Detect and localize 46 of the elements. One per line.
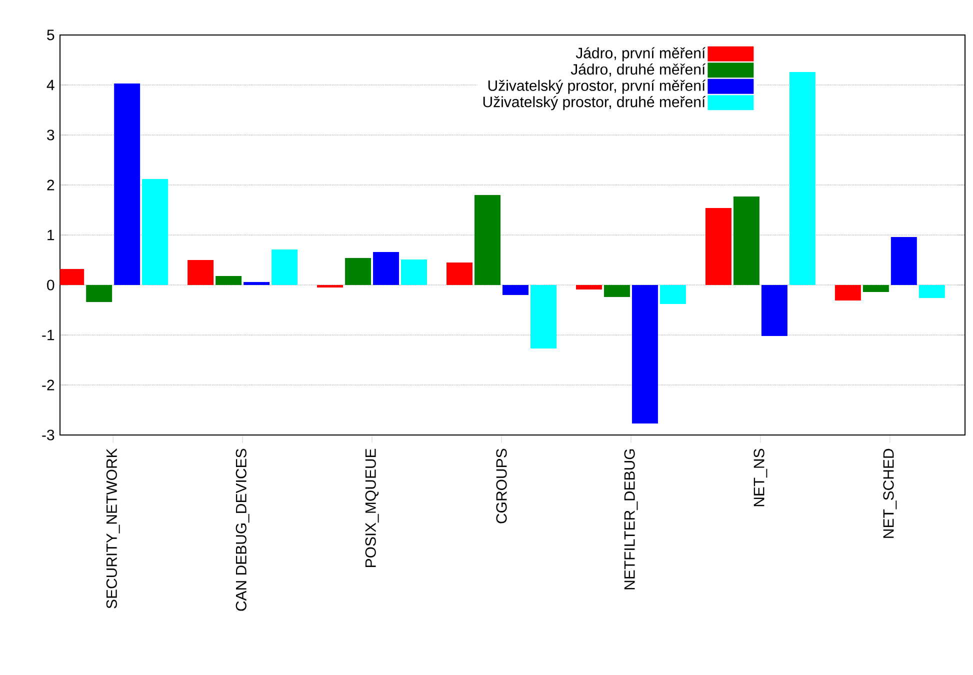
bar bbox=[86, 285, 112, 302]
bar bbox=[632, 285, 658, 424]
bar bbox=[705, 208, 732, 285]
bar bbox=[244, 282, 270, 285]
bar bbox=[446, 262, 473, 285]
bar bbox=[474, 195, 501, 285]
bar bbox=[216, 276, 242, 285]
legend-label: Jádro, druhé měření bbox=[570, 63, 706, 76]
bar bbox=[862, 285, 889, 292]
bar bbox=[604, 285, 630, 297]
bar bbox=[188, 260, 214, 285]
bar bbox=[142, 179, 168, 285]
bar bbox=[789, 72, 816, 285]
bar bbox=[918, 285, 945, 298]
y-tick-label: 2 bbox=[47, 180, 54, 190]
bar bbox=[834, 285, 861, 300]
x-tick-label: NET_SCHED bbox=[883, 448, 897, 538]
legend-label: Uživatelský prostor, první měření bbox=[488, 80, 706, 94]
bar bbox=[373, 252, 400, 285]
y-tick-label: 4 bbox=[46, 80, 54, 90]
x-tick-label: CAN DEBUG_DEVICES bbox=[236, 448, 250, 611]
x-tick-label: POSIX_MQUEUE bbox=[365, 448, 379, 567]
bar bbox=[345, 258, 372, 285]
y-tick-label: 3 bbox=[47, 130, 54, 140]
x-tick-label: NETFILTER_DEBUG bbox=[624, 449, 638, 590]
legend-label: Jádro, první měření bbox=[576, 47, 706, 62]
bar bbox=[272, 250, 298, 285]
bar bbox=[576, 285, 602, 290]
bar bbox=[761, 285, 788, 336]
x-tick-label: CGROUPS bbox=[496, 448, 507, 524]
y-tick-label: -1 bbox=[42, 330, 54, 340]
y-tick-label: -3 bbox=[42, 430, 54, 440]
bar bbox=[890, 237, 917, 285]
bar bbox=[733, 196, 760, 285]
bar bbox=[660, 285, 686, 304]
bar bbox=[114, 84, 140, 285]
y-tick-label: 5 bbox=[47, 30, 54, 40]
legend-label: Uživatelský prostor, druhé meření bbox=[483, 96, 706, 110]
x-tick-label: SECURITY_NETWORK bbox=[106, 448, 120, 608]
bar bbox=[502, 285, 528, 295]
y-tick-label: -2 bbox=[42, 380, 54, 390]
bar bbox=[401, 260, 428, 285]
y-tick-label: 0 bbox=[47, 280, 54, 290]
bar bbox=[530, 285, 556, 348]
y-tick-label: 1 bbox=[48, 230, 54, 240]
x-tick-label: NET_NS bbox=[754, 448, 768, 506]
